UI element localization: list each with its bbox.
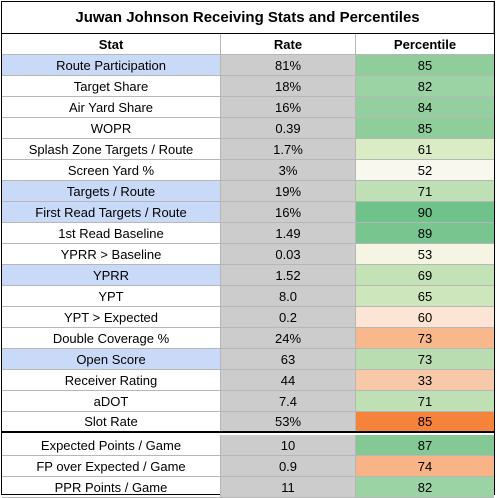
percentile-cell[interactable]: 82 xyxy=(356,477,494,497)
rate-cell[interactable]: 63 xyxy=(221,349,356,369)
table-row: PPR Points / Game 11 82 xyxy=(2,477,494,498)
percentile-cell[interactable]: 33 xyxy=(356,370,494,390)
percentile-cell[interactable]: 73 xyxy=(356,349,494,369)
percentile-cell[interactable]: 71 xyxy=(356,181,494,201)
percentile-cell[interactable]: 52 xyxy=(356,160,494,180)
stat-cell[interactable]: First Read Targets / Route xyxy=(2,202,221,222)
rate-cell[interactable]: 1.52 xyxy=(221,265,356,285)
header-stat[interactable]: Stat xyxy=(2,34,221,54)
table-row: 1st Read Baseline 1.49 89 xyxy=(2,223,494,244)
percentile-cell[interactable]: 60 xyxy=(356,307,494,327)
stat-cell[interactable]: Target Share xyxy=(2,76,221,96)
percentile-cell[interactable]: 87 xyxy=(356,435,494,455)
stat-cell[interactable]: Route Participation xyxy=(2,55,221,75)
percentile-cell[interactable]: 73 xyxy=(356,328,494,348)
table-row: Targets / Route 19% 71 xyxy=(2,181,494,202)
stat-cell[interactable]: PPR Points / Game xyxy=(2,477,221,497)
percentile-cell[interactable]: 74 xyxy=(356,456,494,476)
rate-cell[interactable]: 0.9 xyxy=(221,456,356,476)
rate-cell[interactable]: 18% xyxy=(221,76,356,96)
stat-cell[interactable]: Screen Yard % xyxy=(2,160,221,180)
stat-cell[interactable]: Expected Points / Game xyxy=(2,435,221,455)
percentile-cell[interactable]: 89 xyxy=(356,223,494,243)
stat-cell[interactable]: 1st Read Baseline xyxy=(2,223,221,243)
rate-cell[interactable]: 0.03 xyxy=(221,244,356,264)
stat-cell[interactable]: Open Score xyxy=(2,349,221,369)
stat-cell[interactable]: YPT xyxy=(2,286,221,306)
rate-cell[interactable]: 8.0 xyxy=(221,286,356,306)
title-row: Juwan Johnson Receiving Stats and Percen… xyxy=(2,2,494,34)
table-row: First Read Targets / Route 16% 90 xyxy=(2,202,494,223)
rate-cell[interactable]: 19% xyxy=(221,181,356,201)
rate-cell[interactable]: 16% xyxy=(221,97,356,117)
percentile-cell[interactable]: 82 xyxy=(356,76,494,96)
table-row: Route Participation 81% 85 xyxy=(2,55,494,76)
stat-cell[interactable]: YPRR xyxy=(2,265,221,285)
rate-cell[interactable]: 16% xyxy=(221,202,356,222)
table-row: FP over Expected / Game 0.9 74 xyxy=(2,456,494,477)
table-row: YPRR > Baseline 0.03 53 xyxy=(2,244,494,265)
percentile-cell[interactable]: 69 xyxy=(356,265,494,285)
stat-cell[interactable]: aDOT xyxy=(2,391,221,411)
table-row: YPT 8.0 65 xyxy=(2,286,494,307)
table-row: Screen Yard % 3% 52 xyxy=(2,160,494,181)
percentile-cell[interactable]: 85 xyxy=(356,55,494,75)
rate-cell[interactable]: 1.7% xyxy=(221,139,356,159)
percentile-cell[interactable]: 61 xyxy=(356,139,494,159)
stat-cell[interactable]: Double Coverage % xyxy=(2,328,221,348)
percentile-cell[interactable]: 53 xyxy=(356,244,494,264)
percentile-cell[interactable]: 90 xyxy=(356,202,494,222)
table-row: Target Share 18% 82 xyxy=(2,76,494,97)
stat-cell[interactable]: Air Yard Share xyxy=(2,97,221,117)
stat-cell[interactable]: Splash Zone Targets / Route xyxy=(2,139,221,159)
table-title[interactable]: Juwan Johnson Receiving Stats and Percen… xyxy=(2,2,494,33)
table-row: YPT > Expected 0.2 60 xyxy=(2,307,494,328)
percentile-cell[interactable]: 71 xyxy=(356,391,494,411)
table-row: Double Coverage % 24% 73 xyxy=(2,328,494,349)
header-percentile[interactable]: Percentile xyxy=(393,36,457,52)
table-row: Splash Zone Targets / Route 1.7% 61 xyxy=(2,139,494,160)
percentile-cell[interactable]: 84 xyxy=(356,97,494,117)
table-row: Expected Points / Game 10 87 xyxy=(2,435,494,456)
table-row: Air Yard Share 16% 84 xyxy=(2,97,494,118)
header-rate[interactable]: Rate xyxy=(221,34,356,54)
stat-cell[interactable]: Slot Rate xyxy=(2,412,221,431)
rate-cell[interactable]: 44 xyxy=(221,370,356,390)
percentile-cell[interactable]: 85 xyxy=(356,118,494,138)
rate-cell[interactable]: 0.39 xyxy=(221,118,356,138)
table-row: WOPR 0.39 85 xyxy=(2,118,494,139)
stat-cell[interactable]: FP over Expected / Game xyxy=(2,456,221,476)
table-row: Receiver Rating 44 33 xyxy=(2,370,494,391)
table-row: Slot Rate 53% 85 xyxy=(2,412,494,433)
table-row: YPRR 1.52 69 xyxy=(2,265,494,286)
stat-cell[interactable]: WOPR xyxy=(2,118,221,138)
rate-cell[interactable]: 11 xyxy=(221,477,356,497)
rate-cell[interactable]: 3% xyxy=(221,160,356,180)
stat-cell[interactable]: Targets / Route xyxy=(2,181,221,201)
percentile-cell[interactable]: 85 xyxy=(356,412,494,431)
percentile-cell[interactable]: 65 xyxy=(356,286,494,306)
rate-cell[interactable]: 53% xyxy=(221,412,356,431)
rate-cell[interactable]: 81% xyxy=(221,55,356,75)
rate-cell[interactable]: 10 xyxy=(221,435,356,455)
table-row: Open Score 63 73 xyxy=(2,349,494,370)
rate-cell[interactable]: 24% xyxy=(221,328,356,348)
table-row: aDOT 7.4 71 xyxy=(2,391,494,412)
rate-cell[interactable]: 1.49 xyxy=(221,223,356,243)
rate-cell[interactable]: 0.2 xyxy=(221,307,356,327)
stat-cell[interactable]: YPT > Expected xyxy=(2,307,221,327)
stat-cell[interactable]: YPRR > Baseline xyxy=(2,244,221,264)
header-row: Stat Rate Percentile xyxy=(2,34,494,55)
stat-cell[interactable]: Receiver Rating xyxy=(2,370,221,390)
rate-cell[interactable]: 7.4 xyxy=(221,391,356,411)
